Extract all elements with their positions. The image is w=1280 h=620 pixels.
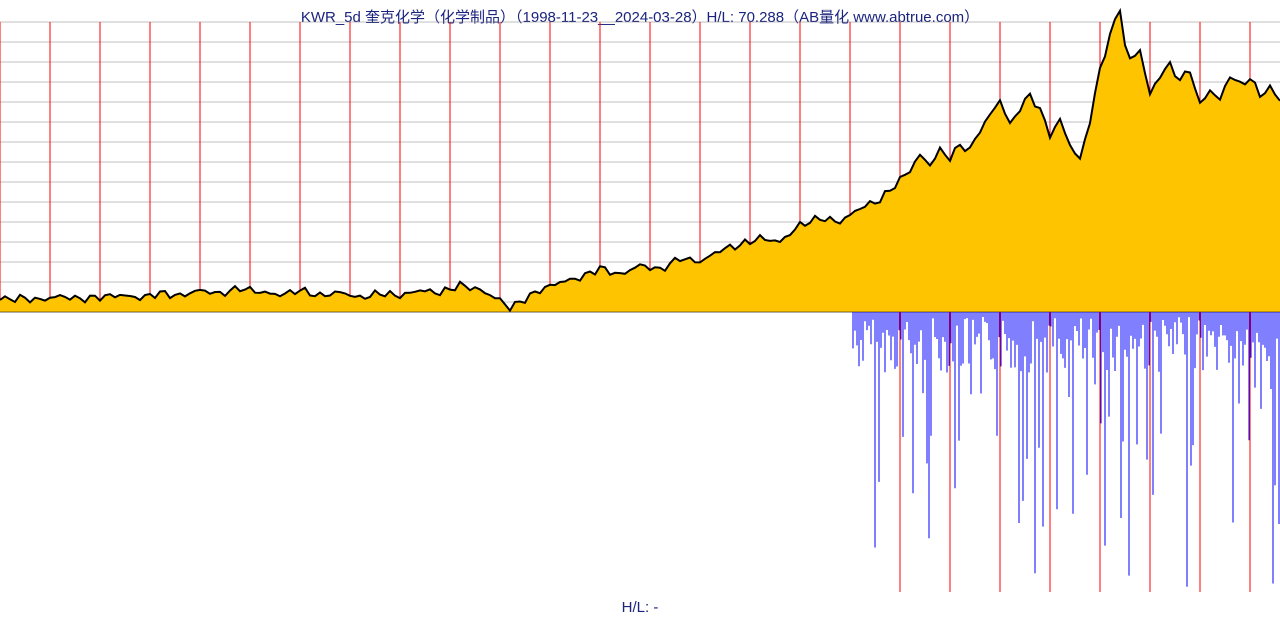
stock-chart [0, 0, 1280, 620]
